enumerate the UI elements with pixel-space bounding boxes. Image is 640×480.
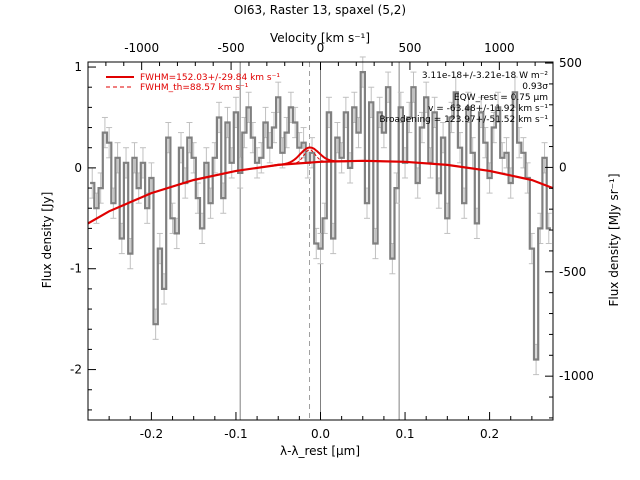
spectrum-line	[90, 71, 551, 361]
gaussian-thermal-line	[281, 149, 338, 166]
gaussian-fit-line	[272, 146, 347, 167]
x-tick-label: 0.2	[480, 427, 499, 441]
chart-title: OI63, Raster 13, spaxel (5,2)	[234, 3, 406, 17]
annotation-broadening: Broadening = 123.97+/-51.52 km s⁻¹	[379, 115, 548, 125]
x-tick-label: 0.1	[395, 427, 414, 441]
x-tick-label: -0.1	[224, 427, 247, 441]
annotation-eqw: EQW_rest = 0.75 μm	[454, 93, 548, 103]
continuum-fit-line	[87, 159, 554, 225]
y-tick-label: 0	[74, 161, 82, 175]
top-tick-label: 1000	[484, 41, 515, 55]
annotation-velocity: v = -63.48+/-11.92 km s⁻¹	[428, 104, 548, 114]
x-tick-label: -0.2	[140, 427, 163, 441]
right-axis-label: Flux density [MJy sr⁻¹]	[607, 173, 621, 306]
annotation-sigma: 0.93σ	[522, 82, 548, 92]
annotations: 3.11e-18+/-3.21e-18 W m⁻² 0.93σ EQW_rest…	[379, 71, 548, 125]
legend: FWHM=152.03+/-29.84 km s⁻¹ FWHM_th=88.57…	[106, 73, 280, 93]
top-tick-label: 500	[398, 41, 421, 55]
right-tick-label: 0	[559, 160, 567, 174]
y-tick-label: -1	[70, 262, 82, 276]
x-tick-label: 0.0	[311, 427, 330, 441]
annotation-flux: 3.11e-18+/-3.21e-18 W m⁻²	[422, 71, 549, 81]
x-axis-label: λ-λ_rest [μm]	[280, 444, 360, 458]
right-tick-label: -1000	[559, 369, 594, 383]
y-tick-label: -2	[70, 363, 82, 377]
y-tick-label: 1	[74, 60, 82, 74]
right-tick-label: 500	[559, 56, 582, 70]
y-axis-label: Flux density [Jy]	[40, 192, 54, 289]
legend-label-fwhm: FWHM=152.03+/-29.84 km s⁻¹	[140, 73, 280, 83]
right-tick-label: -500	[559, 265, 586, 279]
top-tick-label: -1000	[124, 41, 159, 55]
top-tick-label: -500	[217, 41, 244, 55]
legend-label-fwhm-th: FWHM_th=88.57 km s⁻¹	[140, 83, 249, 93]
top-tick-label: 0	[317, 41, 325, 55]
top-axis-label: Velocity [km s⁻¹]	[270, 31, 370, 45]
